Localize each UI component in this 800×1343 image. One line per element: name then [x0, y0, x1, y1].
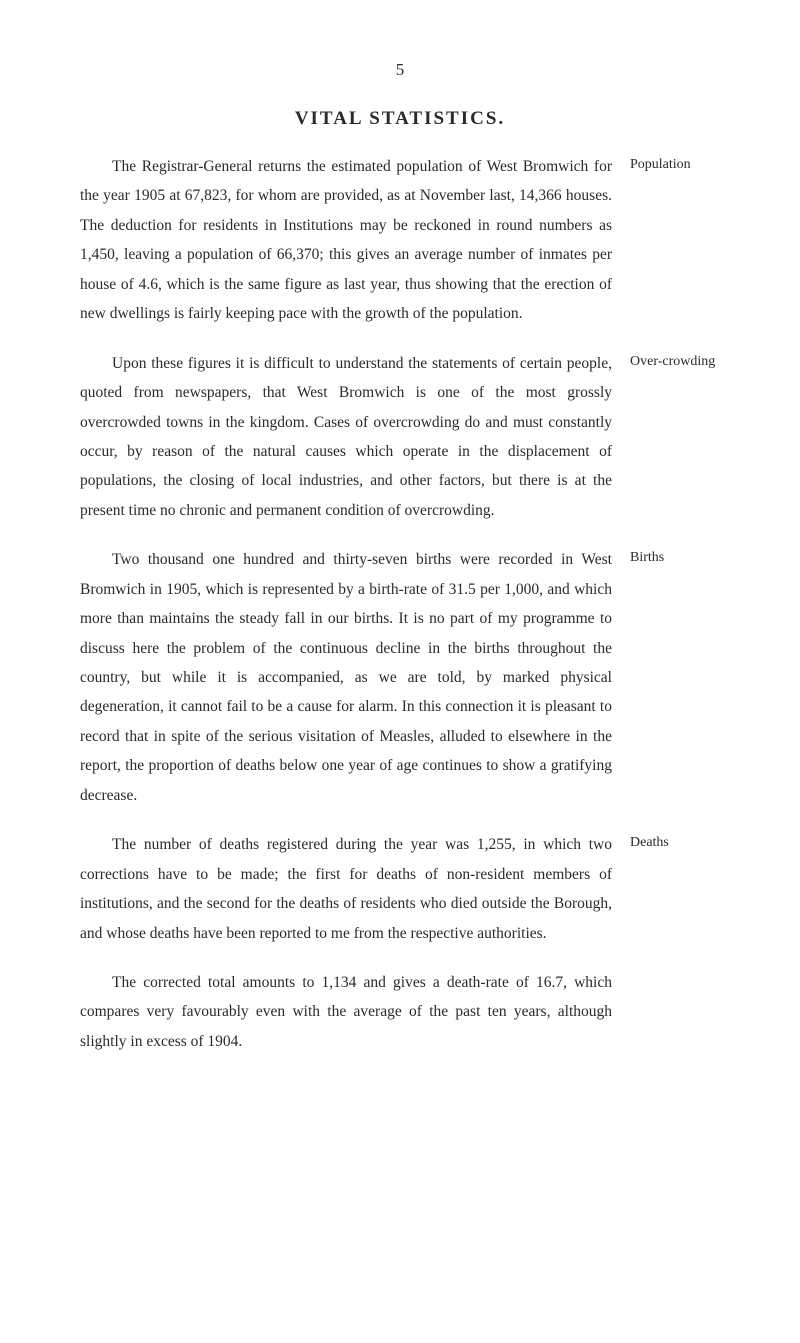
- margin-note: Deaths: [630, 830, 720, 853]
- section-row: The number of deaths registered during t…: [80, 830, 720, 948]
- body-paragraph: Upon these figures it is difficult to un…: [80, 349, 630, 526]
- section-row: The corrected total amounts to 1,134 and…: [80, 968, 720, 1056]
- margin-note: Over-crowding: [630, 349, 720, 372]
- margin-note: Births: [630, 545, 720, 568]
- section-row: The Registrar-General returns the estima…: [80, 152, 720, 329]
- body-paragraph: The corrected total amounts to 1,134 and…: [80, 968, 630, 1056]
- section-row: Two thousand one hundred and thirty-seve…: [80, 545, 720, 810]
- document-page: 5 VITAL STATISTICS. The Registrar-Genera…: [0, 0, 800, 1136]
- body-paragraph: The Registrar-General returns the estima…: [80, 152, 630, 329]
- section-title: VITAL STATISTICS.: [80, 108, 720, 130]
- section-row: Upon these figures it is difficult to un…: [80, 349, 720, 526]
- page-number: 5: [80, 60, 720, 80]
- margin-note: [630, 968, 720, 970]
- body-paragraph: The number of deaths registered during t…: [80, 830, 630, 948]
- margin-note: Population: [630, 152, 720, 175]
- body-paragraph: Two thousand one hundred and thirty-seve…: [80, 545, 630, 810]
